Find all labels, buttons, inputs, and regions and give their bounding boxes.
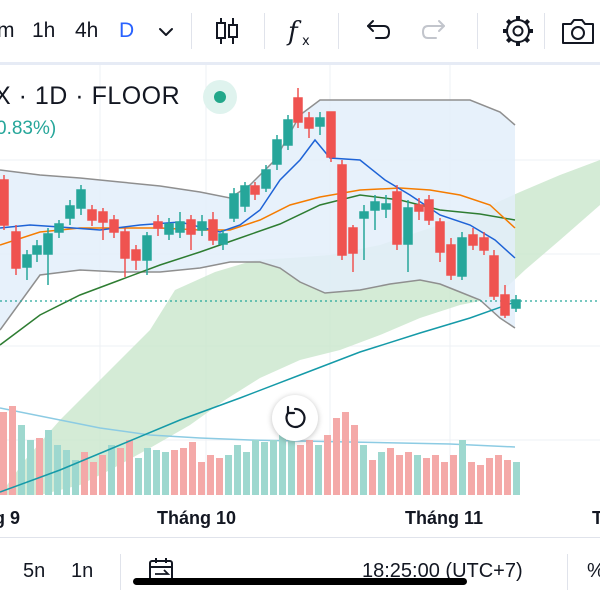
current-time[interactable]: 18:25:00 (UTC+7) <box>362 560 523 582</box>
undo-icon[interactable] <box>356 12 396 50</box>
svg-text:x: x <box>302 34 310 49</box>
x-axis-label-november: Tháng 11 <box>405 508 484 528</box>
indicators-icon[interactable]: f x <box>282 12 322 50</box>
price-change-percent: 0.83%) <box>0 118 57 139</box>
interval-4h-button[interactable]: 4h <box>75 19 99 42</box>
home-indicator[interactable] <box>133 578 467 585</box>
toolbar-divider <box>544 13 545 49</box>
x-axis-label-partial: T <box>592 508 600 528</box>
candles-icon[interactable] <box>207 12 247 50</box>
range-1n-button[interactable]: 1n <box>71 560 94 582</box>
bottom-divider <box>567 554 568 590</box>
svg-text:f: f <box>286 17 302 47</box>
market-status-indicator[interactable] <box>203 80 237 114</box>
percent-scale-toggle[interactable]: % <box>587 560 600 583</box>
toolbar-divider <box>477 13 478 49</box>
toolbar-bottom-border <box>0 62 600 65</box>
range-5n-button[interactable]: 5n <box>23 560 46 582</box>
reset-chart-view-button[interactable] <box>272 395 318 441</box>
bottom-toolbar: 5n 1n 18:25:00 (UTC+7) % <box>0 537 600 601</box>
interval-d-button[interactable]: D <box>119 19 135 42</box>
bollinger-band-fill <box>0 100 515 330</box>
price-chart[interactable] <box>0 65 600 535</box>
interval-minutes-partial[interactable]: m <box>0 19 15 42</box>
ma-teal-line <box>0 301 516 493</box>
candlesticks <box>0 88 521 318</box>
toolbar-divider <box>191 13 192 49</box>
toolbar-divider <box>264 13 265 49</box>
toolbar-divider <box>338 13 339 49</box>
symbol-legend-title[interactable]: X · 1D · FLOOR <box>0 82 181 110</box>
x-axis-label-september: g 9 <box>0 508 21 528</box>
x-axis-label-october: Tháng 10 <box>157 508 237 528</box>
chevron-down-icon[interactable] <box>146 12 186 50</box>
redo-icon[interactable] <box>416 12 456 50</box>
volume-bars <box>0 406 520 495</box>
bottom-divider <box>120 554 121 590</box>
ma-blue-line <box>0 138 516 259</box>
reset-view-icon <box>285 405 306 429</box>
volume-ma-line <box>0 407 516 448</box>
bollinger-lower-line <box>0 261 516 331</box>
settings-icon[interactable] <box>498 12 538 50</box>
camera-icon[interactable] <box>558 12 598 50</box>
ma-orange-line <box>0 187 516 246</box>
top-toolbar: m 1h 4h D f x <box>0 0 600 62</box>
interval-1h-button[interactable]: 1h <box>32 19 56 42</box>
